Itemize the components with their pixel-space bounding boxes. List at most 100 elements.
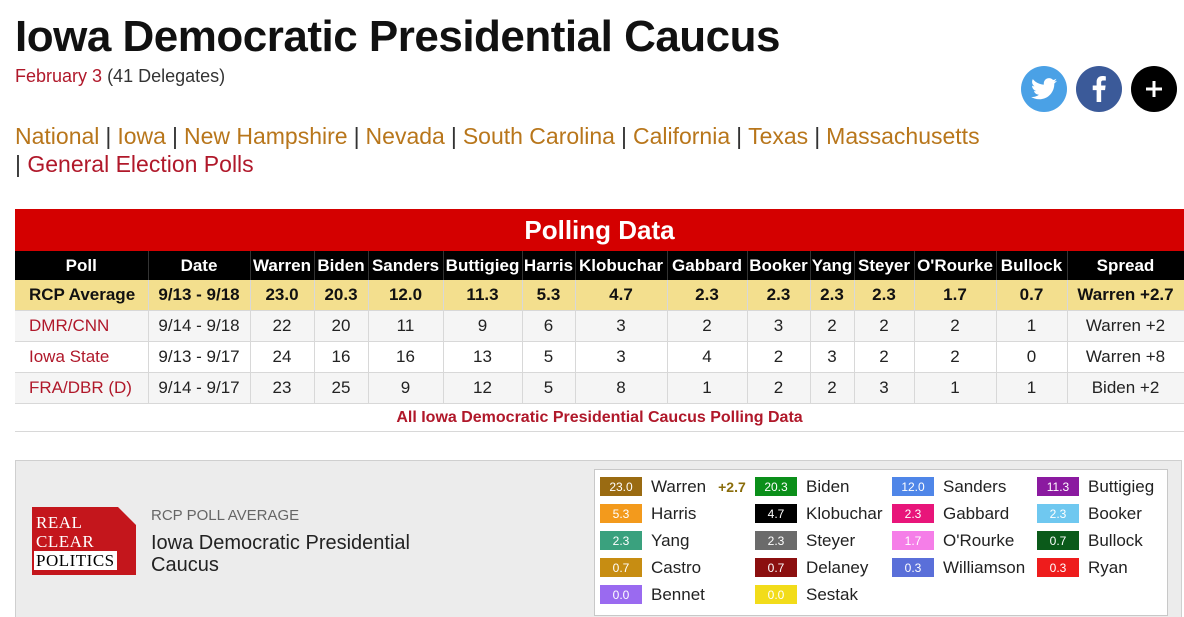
delegate-count: (41 Delegates) (107, 66, 226, 86)
logo-fold-corner (118, 507, 136, 525)
legend-item[interactable]: 5.3 Harris (600, 500, 696, 527)
nav-national[interactable]: National (15, 123, 100, 149)
poll-date-cell: 9/13 - 9/18 (148, 280, 251, 311)
candidate-value-cell: 9 (368, 372, 444, 404)
nav-south-carolina[interactable]: South Carolina (462, 123, 615, 149)
candidate-value-cell: 3 (575, 341, 668, 373)
nav-new-hampshire[interactable]: New Hampshire (183, 123, 348, 149)
nav-nevada[interactable]: Nevada (365, 123, 445, 149)
nav-texas[interactable]: Texas (748, 123, 809, 149)
candidate-value-cell: 2.3 (810, 280, 855, 311)
all-polling-data-link[interactable]: All Iowa Democratic Presidential Caucus … (15, 404, 1184, 432)
legend-candidate-name: Castro (651, 557, 702, 577)
column-header[interactable]: Klobuchar (575, 251, 668, 280)
legend-swatch: 23.0 (600, 477, 642, 496)
column-header[interactable]: O'Rourke (914, 251, 997, 280)
candidate-value-cell: 2 (747, 341, 811, 373)
rcp-average-widget: REAL CLEAR POLITICS RCP POLL AVERAGE Iow… (15, 460, 1182, 617)
legend-item[interactable]: 12.0 Sanders (892, 473, 1006, 500)
candidate-value-cell: 2 (854, 310, 915, 342)
candidate-value-cell: 1 (914, 372, 997, 404)
more-share-button[interactable] (1131, 66, 1177, 112)
legend-item[interactable]: 20.3 Biden (755, 473, 849, 500)
legend-item[interactable]: 0.0 Sestak (755, 581, 858, 608)
legend-item[interactable]: 2.3 Yang (600, 527, 689, 554)
legend-item[interactable]: 1.7 O'Rourke (892, 527, 1014, 554)
column-header[interactable]: Gabbard (667, 251, 748, 280)
poll-name-link[interactable]: FRA/DBR (D) (15, 372, 149, 404)
candidate-value-cell: 22 (250, 310, 315, 342)
column-header[interactable]: Buttigieg (443, 251, 523, 280)
candidate-value-cell: 0.7 (996, 280, 1068, 311)
nav-general-election-polls[interactable]: General Election Polls (27, 151, 254, 177)
twitter-share-button[interactable] (1021, 66, 1067, 112)
poll-row: Iowa State 9/13 - 9/17 24 16 16 13 5 3 4 2 3 2 2 0 War… (15, 341, 1184, 373)
legend-item[interactable]: 0.7 Castro (600, 554, 701, 581)
candidate-value-cell: 11 (368, 310, 444, 342)
column-header[interactable]: Booker (747, 251, 811, 280)
legend-swatch: 2.3 (600, 531, 642, 550)
legend-candidate-name: Sanders (943, 476, 1007, 496)
legend-candidate-name: Bullock (1088, 530, 1143, 550)
legend-item[interactable]: 2.3 Gabbard (892, 500, 1009, 527)
candidate-value-cell: 8 (575, 372, 668, 404)
legend-item[interactable]: 0.3 Williamson (892, 554, 1025, 581)
candidate-value-cell: 5.3 (522, 280, 576, 311)
column-header[interactable]: Yang (810, 251, 855, 280)
column-header[interactable]: Bullock (996, 251, 1068, 280)
logo-line: POLITICS (34, 551, 117, 570)
candidate-value-cell: 4 (667, 341, 748, 373)
nav-iowa[interactable]: Iowa (117, 123, 166, 149)
column-header[interactable]: Harris (522, 251, 576, 280)
legend-candidate-name: Biden (806, 476, 850, 496)
legend-item[interactable]: 4.7 Klobuchar (755, 500, 883, 527)
plus-icon (1146, 81, 1162, 97)
nav-separator: | (353, 123, 360, 149)
legend-swatch: 1.7 (892, 531, 934, 550)
facebook-share-button[interactable] (1076, 66, 1122, 112)
candidate-value-cell: 20.3 (314, 280, 369, 311)
poll-name-link[interactable]: DMR/CNN (15, 310, 149, 342)
legend-item[interactable]: 2.3 Steyer (755, 527, 855, 554)
nav-massachusetts[interactable]: Massachusetts (826, 123, 980, 149)
candidate-value-cell: 3 (747, 310, 811, 342)
rcp-logo[interactable]: REAL CLEAR POLITICS (32, 507, 136, 575)
column-header[interactable]: Steyer (854, 251, 915, 280)
column-header[interactable]: Poll (15, 251, 149, 280)
candidate-value-cell: 5 (522, 372, 576, 404)
candidate-value-cell: 9 (443, 310, 523, 342)
legend-swatch: 0.3 (892, 558, 934, 577)
column-header[interactable]: Date (148, 251, 251, 280)
logo-line: REAL (36, 513, 83, 532)
candidate-value-cell: 16 (368, 341, 444, 373)
column-header[interactable]: Sanders (368, 251, 444, 280)
legend-item[interactable]: 2.3 Booker (1037, 500, 1142, 527)
candidate-value-cell: 11.3 (443, 280, 523, 311)
legend-item[interactable]: 23.0 Warren +2.7 (600, 473, 746, 500)
legend-candidate-name: Klobuchar (806, 503, 883, 523)
candidate-value-cell: 5 (522, 341, 576, 373)
legend-item[interactable]: 11.3 Buttigieg (1037, 473, 1154, 500)
social-share-bar (1021, 66, 1177, 112)
legend-swatch: 0.7 (1037, 531, 1079, 550)
column-header[interactable]: Warren (250, 251, 315, 280)
page-subtitle: February 3 (41 Delegates) (15, 66, 225, 87)
candidate-value-cell: 2 (914, 341, 997, 373)
legend-item[interactable]: 0.0 Bennet (600, 581, 705, 608)
legend-item[interactable]: 0.7 Delaney (755, 554, 868, 581)
legend-candidate-name: O'Rourke (943, 530, 1015, 550)
caucus-date: February 3 (15, 66, 103, 86)
legend-item[interactable]: 0.7 Bullock (1037, 527, 1143, 554)
candidate-value-cell: 25 (314, 372, 369, 404)
column-header[interactable]: Biden (314, 251, 369, 280)
poll-name-link[interactable]: Iowa State (15, 341, 149, 373)
column-header[interactable]: Spread (1067, 251, 1184, 280)
poll-row: FRA/DBR (D) 9/14 - 9/17 23 25 9 12 5 8 1 2 2 3 1 1 Bid… (15, 372, 1184, 404)
facebook-icon (1092, 76, 1106, 102)
candidate-value-cell: 2 (810, 372, 855, 404)
candidate-value-cell: 1 (996, 310, 1068, 342)
nav-california[interactable]: California (632, 123, 731, 149)
legend-item[interactable]: 0.3 Ryan (1037, 554, 1128, 581)
candidate-value-cell: 12.0 (368, 280, 444, 311)
nav-separator: | (15, 151, 21, 177)
